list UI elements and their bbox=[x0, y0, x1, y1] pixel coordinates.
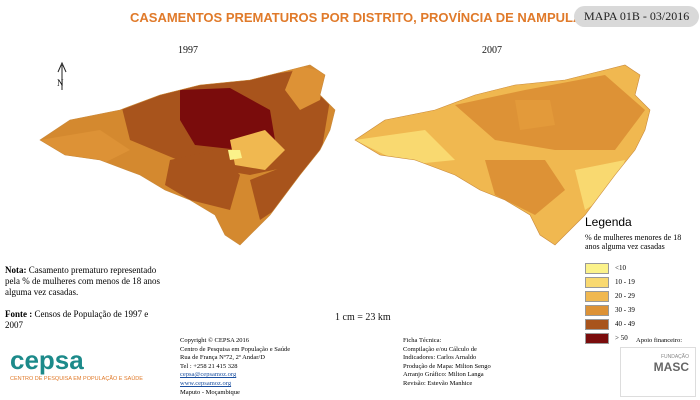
title: CASAMENTOS PREMATUROS POR DISTRITO, PROV… bbox=[130, 10, 664, 25]
north-arrow bbox=[57, 61, 67, 90]
legend-subtitle: % de mulheres menores de 18 anos alguma … bbox=[585, 233, 682, 251]
legend-row: > 50 bbox=[585, 331, 697, 345]
contact-line: Centro de Pesquisa em População e Saúde bbox=[180, 345, 291, 353]
legend-title: Legenda bbox=[585, 215, 632, 229]
scale: 1 cm = 23 km bbox=[335, 312, 391, 323]
sponsor-name: MASC bbox=[653, 360, 689, 374]
support: Apoio financeiro: bbox=[636, 337, 683, 344]
contact-line: cepsa@cepsamoz.org bbox=[180, 371, 237, 379]
credit-line: Compilação e/ou Cálculo de bbox=[403, 345, 477, 353]
legend-swatch bbox=[585, 304, 609, 316]
legend-label: > 50 bbox=[615, 334, 628, 342]
legend-swatch bbox=[585, 290, 609, 302]
credit-line: Produção de Mapa: Milton Sengo bbox=[403, 362, 491, 370]
contact-line: www.cepsamoz.org bbox=[180, 379, 232, 387]
logo-sub: CENTRO DE PESQUISA EM POPULAÇÃO E SAÚDE bbox=[10, 376, 143, 382]
map-1997 bbox=[40, 65, 335, 245]
credit-line: Arranjo Gráfico: Milton Langa bbox=[403, 371, 484, 379]
note: Nota: Casamento prematuro representado p… bbox=[5, 265, 165, 331]
legend-row: 40 - 49 bbox=[585, 317, 697, 331]
map-label: 2007 bbox=[482, 45, 502, 56]
legend-swatch bbox=[585, 318, 609, 330]
contact-line: Maputo - Moçambique bbox=[180, 388, 240, 396]
legend-swatch bbox=[585, 276, 609, 288]
contact-line: Copyright © CEPSA 2016 bbox=[180, 337, 250, 344]
logo-text: cepsa bbox=[10, 345, 84, 375]
maps: N bbox=[39, 61, 651, 246]
map-label: 1997 bbox=[178, 45, 198, 56]
source: Censos de População de 1997 e 2007 bbox=[5, 309, 149, 330]
contact-line: Rua de França Nº72, 2º Andar/D bbox=[180, 354, 265, 362]
legend-swatch bbox=[585, 332, 609, 344]
legend-row: <10 bbox=[585, 261, 697, 275]
logo: cepsa CENTRO DE PESQUISA EM POPULAÇÃO E … bbox=[10, 345, 143, 382]
credit-line: Indicadores: Carlos Arnaldo bbox=[403, 354, 477, 362]
legend-label: <10 bbox=[615, 264, 626, 272]
north-label: N bbox=[57, 78, 64, 88]
contact-line: Tel : +258 21 415 328 bbox=[180, 362, 238, 370]
source-label: Fonte : bbox=[5, 309, 33, 319]
legend-swatch bbox=[585, 262, 609, 274]
legend-row: 30 - 39 bbox=[585, 303, 697, 317]
credits: Ficha Técnica: Compilação e/ou Cálculo de… bbox=[403, 337, 491, 389]
legend-row: 10 - 19 bbox=[585, 275, 697, 289]
note-label: Nota: bbox=[5, 265, 27, 275]
map-badge: MAPA 01B - 03/2016 bbox=[574, 6, 700, 27]
legend-row: 20 - 29 bbox=[585, 289, 697, 303]
legend-rows: <10 10 - 19 20 - 29 30 - 39 40 - 49 > 50 bbox=[585, 261, 697, 345]
contact: Copyright © CEPSA 2016 Centro de Pesquisa… bbox=[180, 337, 290, 397]
legend: Legenda % de mulheres menores de 18 anos… bbox=[585, 215, 697, 345]
credit-line: Revisão: Estevão Manhice bbox=[403, 379, 473, 387]
legend-label: 40 - 49 bbox=[615, 320, 635, 328]
note-text: Casamento prematuro representado pela % … bbox=[5, 265, 160, 297]
legend-label: 20 - 29 bbox=[615, 292, 635, 300]
district-borders bbox=[39, 64, 651, 246]
legend-label: 10 - 19 bbox=[615, 278, 635, 286]
credit-line: Ficha Técnica: bbox=[403, 337, 442, 344]
sponsor-top: FUNDAÇÃO bbox=[660, 354, 689, 360]
legend-label: 30 - 39 bbox=[615, 306, 635, 314]
sponsor-logo: FUNDAÇÃO MASC bbox=[620, 347, 696, 397]
